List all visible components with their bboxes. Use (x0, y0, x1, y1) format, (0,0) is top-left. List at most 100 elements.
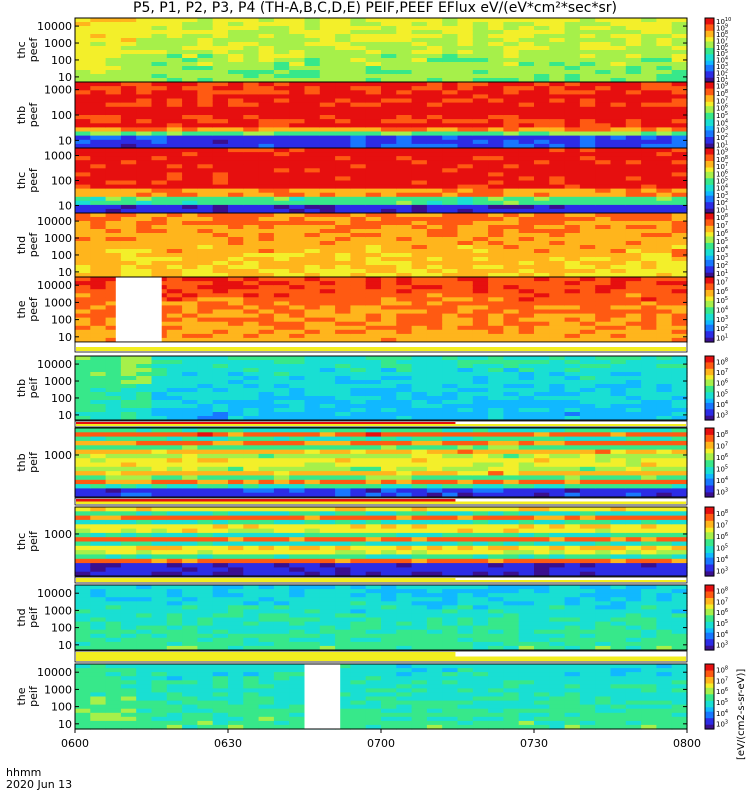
heatmap-cell (442, 400, 459, 405)
heatmap-cell (595, 50, 612, 55)
heatmap-cell (595, 436, 612, 442)
heatmap-cell (90, 115, 107, 120)
heatmap-cell (319, 213, 336, 218)
heatmap-cell (503, 46, 520, 51)
heatmap-cell (335, 229, 351, 234)
heatmap-cell (641, 281, 657, 286)
heatmap-cell (212, 200, 229, 206)
heatmap-cell (365, 213, 382, 218)
heatmap-cell (488, 110, 504, 116)
heatmap-cell (120, 184, 137, 190)
heatmap-cell (166, 317, 183, 323)
heatmap-cell (381, 325, 397, 331)
heatmap-cell (197, 38, 214, 43)
heatmap-cell (212, 30, 229, 35)
heatmap-cell (488, 309, 504, 315)
heatmap-cell (656, 432, 673, 438)
heatmap-cell (641, 449, 657, 455)
heatmap-cell (549, 484, 566, 489)
heatmap-cell (304, 412, 321, 417)
heatmap-cell (671, 392, 688, 397)
heatmap-cell (595, 200, 612, 206)
colorbar-cell (705, 119, 714, 123)
heatmap-cell (182, 58, 198, 63)
heatmap-cell (579, 360, 596, 365)
heatmap-cell (472, 192, 489, 198)
heatmap-cell (90, 305, 107, 311)
heatmap-cell (335, 317, 351, 323)
heatmap-cell (457, 337, 474, 343)
heatmap-cell (488, 273, 504, 278)
heatmap-cell (610, 293, 627, 298)
heatmap-cell (610, 86, 627, 91)
heatmap-cell (365, 172, 382, 178)
heatmap-cell (273, 329, 290, 335)
heatmap-cell (671, 200, 688, 206)
heatmap-cell (304, 176, 321, 182)
heatmap-cell (228, 249, 244, 254)
heatmap-cell (472, 453, 489, 459)
heatmap-cell (411, 249, 428, 254)
heatmap-cell (182, 466, 198, 472)
heatmap-cell (182, 309, 198, 315)
heatmap-cell (564, 148, 581, 153)
heatmap-cell (212, 233, 229, 238)
heatmap-cell (273, 192, 290, 198)
heatmap-cell (304, 131, 321, 137)
colorbar-cell (705, 303, 714, 306)
heatmap-cell (151, 396, 168, 401)
heatmap-cell (350, 488, 367, 494)
heatmap-cell (105, 253, 122, 258)
heatmap-cell (518, 297, 535, 302)
y-axis-label: thc peef (15, 37, 40, 63)
colorbar-cell (705, 24, 714, 28)
heatmap-cell (564, 440, 581, 446)
heatmap-cell (120, 392, 137, 397)
heatmap-cell (258, 119, 275, 124)
heatmap-cell (411, 204, 428, 210)
heatmap-cell (472, 58, 489, 63)
heatmap-cell (595, 70, 612, 75)
heatmap-cell (350, 337, 367, 343)
heatmap-cell (641, 317, 657, 323)
heatmap-cell (197, 208, 214, 214)
heatmap-cell (518, 196, 535, 202)
heatmap-cell (258, 82, 275, 87)
heatmap-cell (166, 245, 183, 250)
heatmap-cell (381, 281, 397, 286)
heatmap-cell (457, 356, 474, 361)
heatmap-cell (120, 432, 137, 438)
heatmap-cell (243, 241, 260, 246)
heatmap-cell (595, 428, 612, 433)
heatmap-cell (549, 62, 566, 67)
heatmap-cell (212, 412, 229, 417)
heatmap-cell (671, 78, 688, 83)
heatmap-cell (457, 94, 474, 100)
heatmap-cell (610, 313, 627, 319)
heatmap-cell (579, 131, 596, 137)
heatmap-cell (610, 94, 627, 100)
heatmap-cell (273, 180, 290, 186)
heatmap-cell (212, 458, 229, 464)
heatmap-cell (518, 453, 535, 459)
heatmap-cell (534, 237, 550, 242)
heatmap-cell (534, 143, 550, 149)
heatmap-cell (411, 160, 428, 165)
heatmap-cell (442, 269, 459, 274)
heatmap-cell (182, 550, 198, 555)
heatmap-cell (534, 265, 550, 270)
heatmap-cell (457, 213, 474, 218)
heatmap-cell (350, 364, 367, 369)
heatmap-cell (625, 233, 642, 238)
heatmap-cell (656, 380, 673, 385)
colorbar-cell (705, 439, 714, 443)
heatmap-cell (656, 301, 673, 307)
heatmap-cell (488, 241, 504, 246)
heatmap-cell (641, 313, 657, 319)
colorbar-cell (705, 54, 714, 57)
heatmap-cell (105, 317, 122, 323)
heatmap-cell (75, 172, 91, 178)
heatmap-cell (671, 54, 688, 59)
heatmap-cell (625, 78, 642, 83)
